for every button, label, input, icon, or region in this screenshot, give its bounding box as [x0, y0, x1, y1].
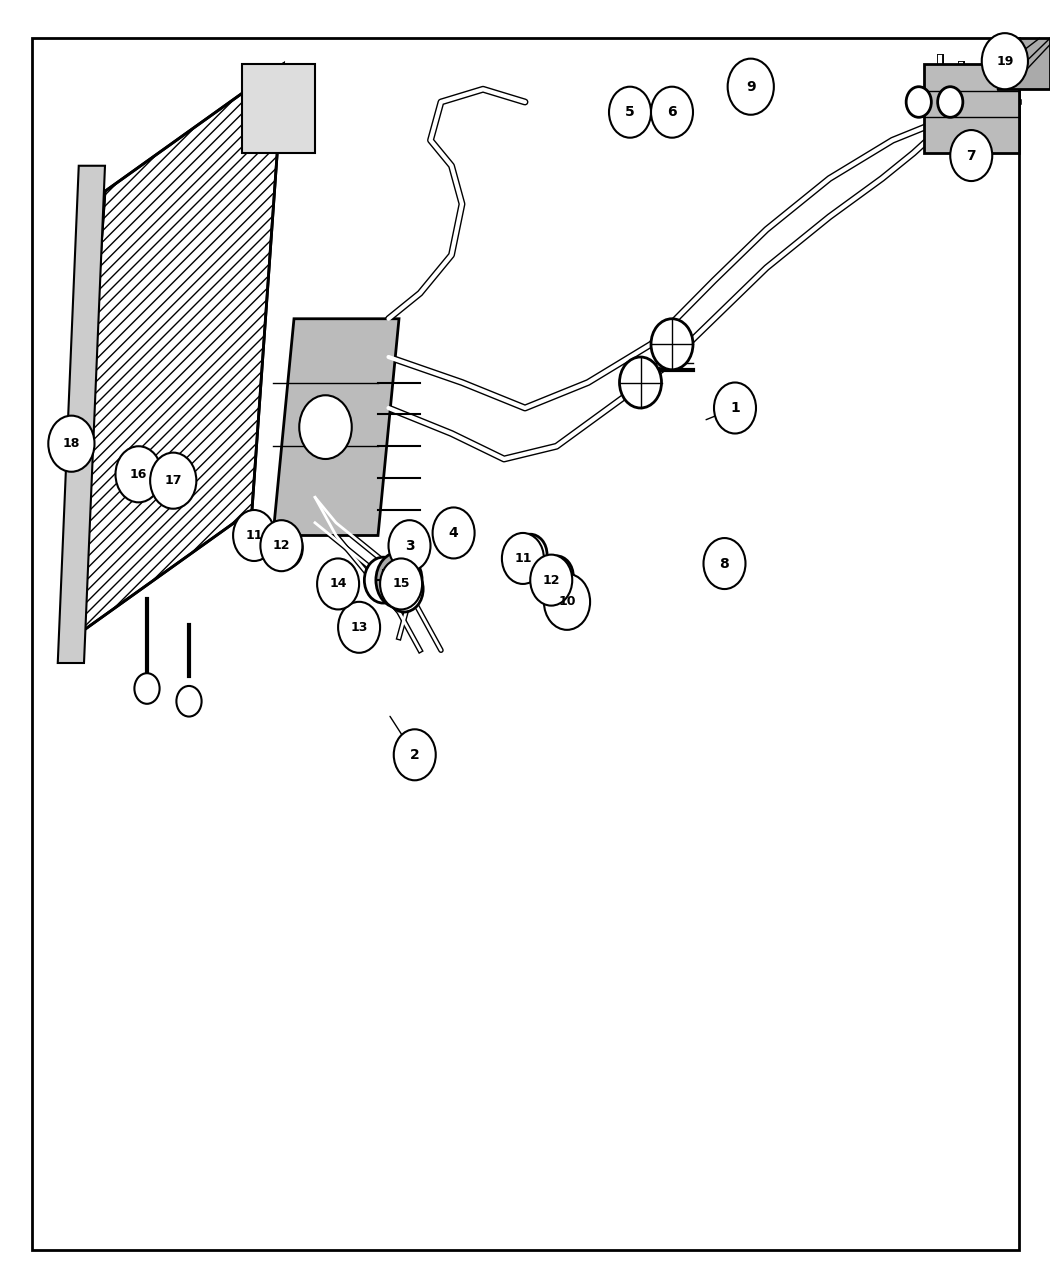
Circle shape — [651, 87, 693, 138]
FancyBboxPatch shape — [32, 38, 1018, 1250]
Circle shape — [116, 446, 162, 502]
Circle shape — [540, 556, 573, 597]
Polygon shape — [58, 166, 105, 663]
Circle shape — [502, 533, 544, 584]
Circle shape — [388, 520, 430, 571]
Circle shape — [260, 520, 302, 571]
Text: 4: 4 — [448, 527, 459, 539]
Text: 12: 12 — [273, 539, 290, 552]
Circle shape — [609, 87, 651, 138]
Circle shape — [376, 552, 422, 608]
Circle shape — [620, 357, 662, 408]
Polygon shape — [242, 64, 315, 153]
Circle shape — [433, 507, 475, 558]
Circle shape — [317, 558, 359, 609]
Text: 5: 5 — [625, 106, 635, 119]
Circle shape — [48, 416, 94, 472]
Circle shape — [380, 558, 422, 609]
Text: 18: 18 — [63, 437, 80, 450]
Text: 1: 1 — [730, 402, 740, 414]
Circle shape — [150, 453, 196, 509]
Circle shape — [176, 686, 202, 717]
Text: 11: 11 — [246, 529, 262, 542]
Text: 10: 10 — [559, 595, 575, 608]
Text: 16: 16 — [130, 468, 147, 481]
Circle shape — [982, 33, 1028, 89]
Circle shape — [394, 729, 436, 780]
Text: 8: 8 — [719, 557, 730, 570]
Circle shape — [513, 534, 547, 575]
Text: 11: 11 — [514, 552, 531, 565]
Circle shape — [906, 87, 931, 117]
Text: 13: 13 — [351, 621, 368, 634]
Text: 6: 6 — [667, 106, 677, 119]
Circle shape — [714, 382, 756, 434]
Circle shape — [269, 528, 302, 569]
Circle shape — [938, 87, 963, 117]
Circle shape — [243, 518, 276, 558]
Text: 7: 7 — [966, 149, 976, 162]
Circle shape — [338, 602, 380, 653]
Text: 9: 9 — [746, 80, 756, 93]
Text: 17: 17 — [165, 474, 182, 487]
FancyBboxPatch shape — [924, 64, 1018, 153]
Text: 2: 2 — [410, 748, 420, 761]
Circle shape — [704, 538, 745, 589]
Text: 14: 14 — [330, 578, 346, 590]
Text: 12: 12 — [543, 574, 560, 586]
Circle shape — [364, 557, 402, 603]
Circle shape — [299, 395, 352, 459]
Polygon shape — [273, 319, 399, 536]
Circle shape — [530, 555, 572, 606]
Text: 15: 15 — [393, 578, 410, 590]
Circle shape — [728, 59, 774, 115]
Circle shape — [134, 673, 160, 704]
Text: 3: 3 — [404, 539, 415, 552]
Circle shape — [651, 319, 693, 370]
Circle shape — [950, 130, 992, 181]
Text: 19: 19 — [996, 55, 1013, 68]
Polygon shape — [998, 38, 1050, 89]
Polygon shape — [74, 64, 284, 638]
Circle shape — [544, 574, 590, 630]
Circle shape — [385, 566, 423, 612]
Circle shape — [233, 510, 275, 561]
